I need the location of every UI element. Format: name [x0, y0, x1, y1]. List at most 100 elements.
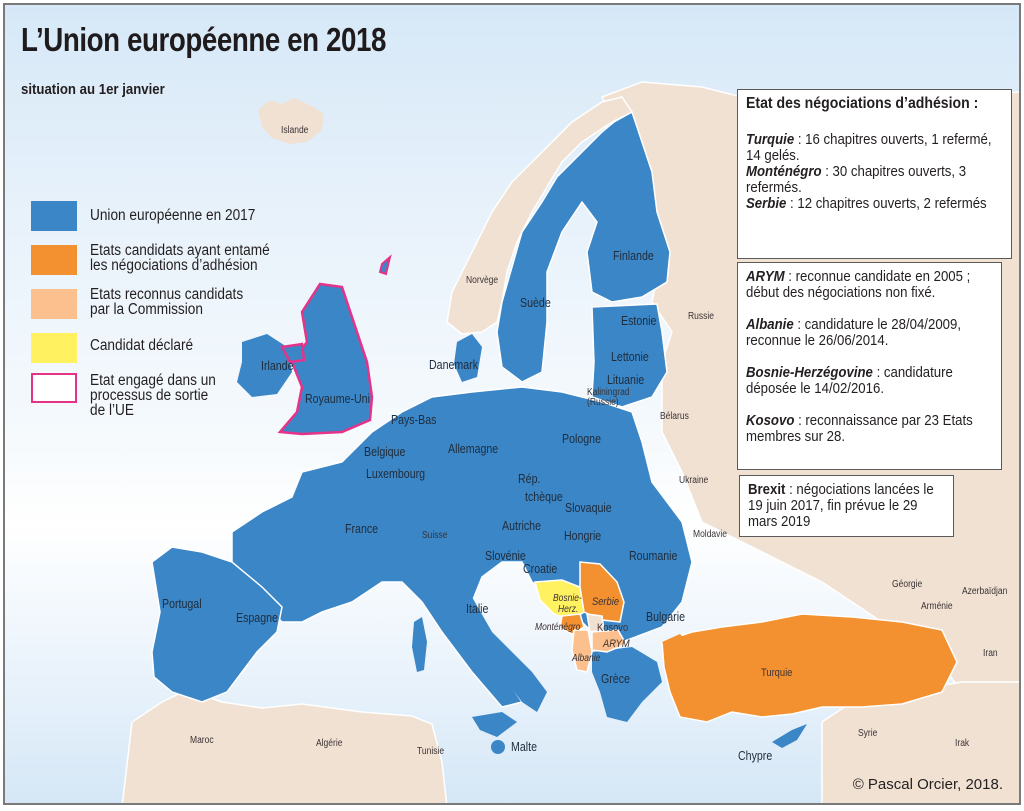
label-slovenie: Slovénie	[485, 549, 526, 563]
label-montenegro: Monténégro	[535, 622, 581, 633]
entry-text: : candidature déposée le 14/02/2016.	[746, 364, 953, 397]
label-algerie: Algérie	[316, 738, 343, 749]
label-russie: Russie	[688, 311, 714, 322]
legend-swatch-eu	[31, 201, 77, 231]
label-albanie: Albanie	[572, 653, 601, 664]
label-hongrie: Hongrie	[564, 529, 602, 543]
northern-ireland-shape	[280, 342, 306, 364]
legend-swatch-negotiating	[31, 245, 77, 275]
legend-swatch-recognized	[31, 289, 77, 319]
serbia-shape	[579, 561, 625, 623]
entry-text: : négociations lancées le 19 juin 2017, …	[748, 481, 934, 530]
legend-label: Candidat déclaré	[90, 337, 194, 354]
label-rep-tcheque-1: Rép.	[518, 472, 541, 486]
map-frame: L’Union européenne en 2018 situation au …	[3, 3, 1021, 805]
label-autriche: Autriche	[502, 519, 541, 533]
label-espagne: Espagne	[236, 611, 278, 625]
label-allemagne: Allemagne	[448, 442, 499, 456]
label-malte: Malte	[511, 740, 537, 754]
label-maroc: Maroc	[190, 735, 214, 746]
label-portugal: Portugal	[162, 597, 202, 611]
label-armenie: Arménie	[921, 601, 953, 612]
page-subtitle: situation au 1er janvier	[21, 81, 165, 98]
ireland-shape	[237, 334, 292, 397]
label-syrie: Syrie	[858, 728, 878, 739]
legend-item-negotiating: Etats candidats ayant entamé les négocia…	[31, 242, 310, 275]
label-suisse: Suisse	[422, 530, 448, 541]
country-name: Kosovo	[746, 412, 795, 429]
label-arym: ARYM	[603, 638, 630, 650]
legend-item-declared: Candidat déclaré	[31, 333, 310, 363]
entry-text: : 16 chapitres ouverts, 1 refermé, 14 ge…	[746, 131, 992, 164]
label-croatie: Croatie	[523, 562, 558, 576]
label-france: France	[345, 522, 379, 536]
label-ukraine: Ukraine	[679, 475, 709, 486]
baltics-shape	[591, 303, 668, 408]
negotiations-heading: Etat des négociations d’adhésion :	[746, 95, 979, 112]
legend-label: Etat engagé dans un processus de sortie …	[90, 372, 216, 419]
sicily-shape	[472, 712, 517, 737]
country-name: Monténégro	[746, 163, 822, 180]
label-royaume-uni: Royaume-Uni	[305, 392, 370, 406]
label-kaliningrad-1: Kaliningrad	[587, 387, 630, 398]
continental-eu-shape	[231, 386, 693, 708]
country-name: Albanie	[746, 316, 794, 333]
country-name: Serbie	[746, 195, 787, 212]
uk-shape	[277, 282, 374, 436]
entry-text: : reconnaissance par 23 Etats membres su…	[746, 412, 973, 445]
label-italie: Italie	[466, 602, 489, 616]
greece-shape	[592, 647, 662, 722]
country-name: Brexit	[748, 481, 786, 498]
label-tunisie: Tunisie	[417, 746, 445, 757]
turkey-thrace-shape	[662, 634, 692, 657]
label-serbie: Serbie	[592, 596, 620, 608]
turkey-shape	[661, 613, 958, 723]
label-roumanie: Roumanie	[629, 549, 678, 563]
italy-shape	[422, 577, 547, 712]
label-estonie: Estonie	[621, 314, 657, 328]
entry-text: : 30 chapitres ouverts, 3 refermés.	[746, 163, 967, 196]
sardinia-shape	[412, 617, 427, 672]
country-name: ARYM	[746, 268, 785, 285]
page-title: L’Union européenne en 2018	[21, 21, 386, 58]
label-kaliningrad-2: (Russie)	[587, 397, 619, 408]
label-norvege: Norvège	[466, 275, 499, 286]
label-georgie: Géorgie	[892, 579, 923, 590]
label-suede: Suède	[520, 296, 551, 310]
malta-marker	[491, 740, 505, 754]
albania-shape	[571, 629, 593, 673]
legend-item-eu: Union européenne en 2017	[31, 201, 310, 231]
iberia-shape	[151, 546, 283, 703]
label-finlande: Finlande	[613, 249, 654, 263]
shetland-shape	[378, 254, 392, 276]
entry-text: : reconnue candidate en 2005 ; début des…	[746, 268, 971, 301]
label-pays-bas: Pays-Bas	[391, 413, 437, 427]
legend-item-recognized: Etats reconnus candidats par la Commissi…	[31, 286, 310, 319]
legend-label: Etats reconnus candidats par la Commissi…	[90, 286, 244, 318]
legend-label: Etats candidats ayant entamé les négocia…	[90, 242, 270, 274]
legend-item-exit: Etat engagé dans un processus de sortie …	[31, 373, 310, 418]
label-rep-tcheque-2: tchèque	[525, 490, 563, 504]
label-bosnie-1: Bosnie-	[553, 593, 582, 604]
brexit-box: Brexit : négociations lancées le 19 juin…	[739, 475, 954, 537]
legend-swatch-declared	[31, 333, 77, 363]
label-turquie: Turquie	[761, 667, 793, 679]
entry-text: : 12 chapitres ouverts, 2 refermés	[786, 195, 987, 212]
macedonia-shape	[591, 629, 628, 653]
label-luxembourg: Luxembourg	[366, 467, 426, 481]
label-kosovo: Kosovo	[597, 622, 629, 634]
legend-label: Union européenne en 2017	[90, 207, 256, 224]
label-pologne: Pologne	[562, 432, 601, 446]
denmark-shape	[454, 334, 482, 382]
negotiations-box: Etat des négociations d’adhésion : Turqu…	[737, 89, 1012, 259]
copyright: © Pascal Orcier, 2018.	[852, 776, 1003, 793]
candidates-box: ARYM : reconnue candidate en 2005 ; débu…	[737, 262, 1002, 470]
label-slovaquie: Slovaquie	[565, 501, 612, 515]
label-bulgarie: Bulgarie	[646, 610, 685, 624]
sweden-finland-shape	[496, 110, 671, 383]
label-belgique: Belgique	[364, 445, 406, 459]
label-azerbaidjan: Azerbaïdjan	[962, 586, 1008, 597]
label-lituanie: Lituanie	[607, 373, 645, 387]
label-grece: Grèce	[601, 672, 630, 686]
label-chypre: Chypre	[738, 749, 773, 763]
